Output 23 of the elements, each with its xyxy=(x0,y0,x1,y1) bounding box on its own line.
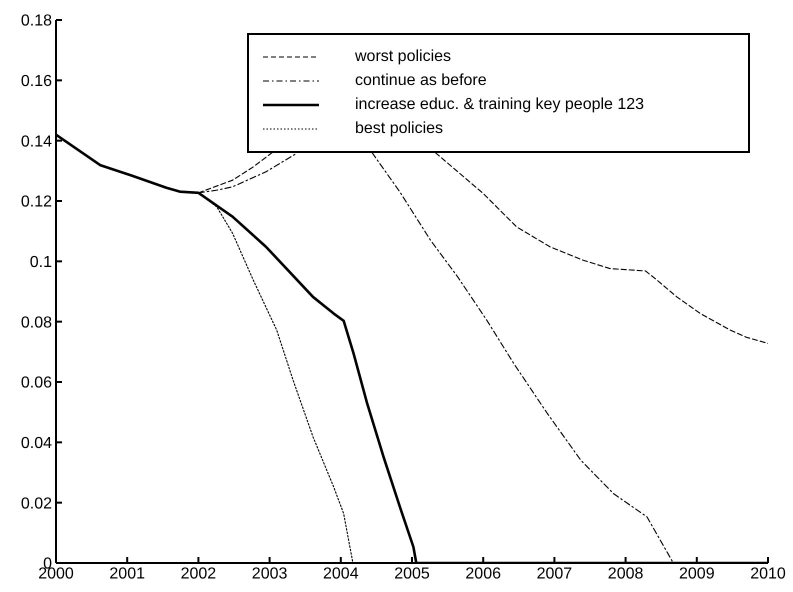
y-tick-label: 0.18 xyxy=(20,12,52,30)
y-tick-label: 0.08 xyxy=(20,314,52,332)
x-tick-label: 2008 xyxy=(608,565,644,582)
legend-label: increase educ. & training key people 123 xyxy=(355,95,644,115)
y-tick-label: 0.1 xyxy=(30,254,52,272)
y-tick-label: 0.12 xyxy=(20,194,52,211)
legend-label: continue as before xyxy=(355,71,487,91)
y-tick-label: 0.06 xyxy=(20,374,52,392)
y-tick-label: 0.02 xyxy=(20,495,52,512)
x-tick-label: 2006 xyxy=(465,565,502,582)
x-tick-label: 2002 xyxy=(180,565,216,582)
x-tick-label: 2004 xyxy=(323,565,359,582)
x-tick-label: 2001 xyxy=(109,565,146,582)
x-tick-label: 2005 xyxy=(394,565,430,582)
x-tick-label: 2007 xyxy=(536,565,572,582)
y-tick-label: 0.04 xyxy=(20,435,52,452)
x-tick-label: 2003 xyxy=(252,565,288,582)
x-tick-label: 2010 xyxy=(750,565,786,582)
x-tick-label: 2009 xyxy=(679,565,715,582)
y-tick-label: 0.16 xyxy=(20,73,52,90)
legend-label: worst policies xyxy=(355,47,452,67)
y-tick-label: 0.14 xyxy=(20,133,52,150)
legend-label: best policies xyxy=(355,119,444,139)
